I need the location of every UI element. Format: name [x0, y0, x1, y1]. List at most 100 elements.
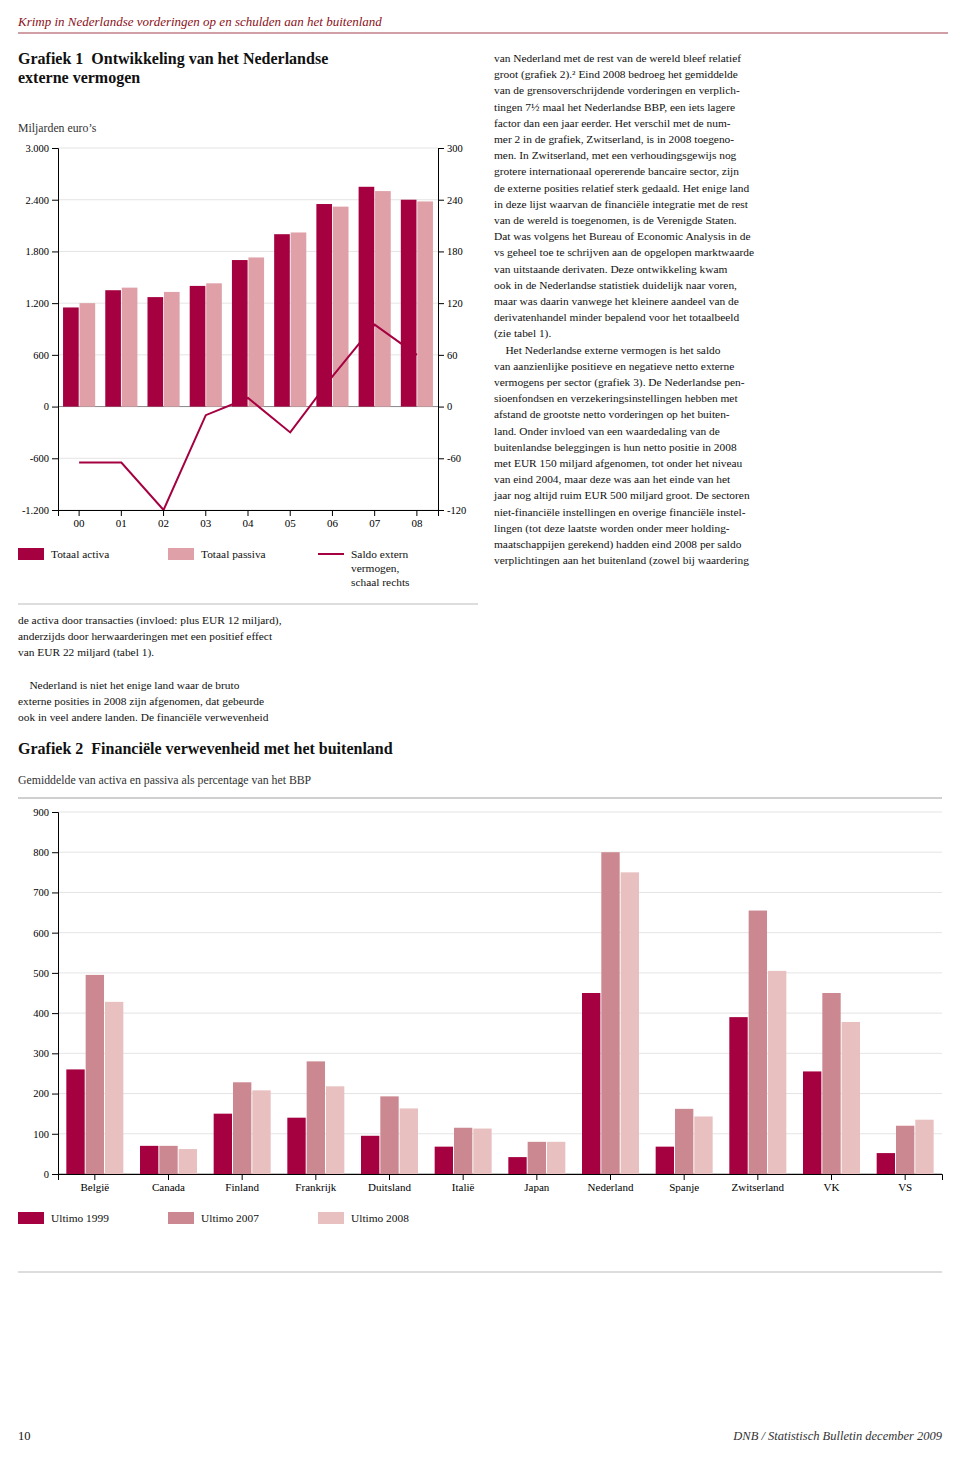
bar: [401, 200, 417, 407]
tick-label: 500: [33, 968, 49, 979]
legend-label: Ultimo 2007: [201, 1212, 259, 1224]
bar: [400, 1108, 418, 1174]
bar: [179, 1149, 197, 1174]
body-line: ook in veel andere landen. De financiële…: [18, 711, 269, 723]
body-line-line: derivatenhandel minder bepalend voor het…: [494, 311, 739, 323]
bar: [361, 1136, 379, 1174]
bar: [147, 297, 163, 406]
tick-mark: [52, 852, 58, 853]
tick: 1.800: [25, 246, 58, 257]
plot-area: [66, 852, 933, 1174]
tick-label: 07: [369, 517, 381, 529]
tick-label: Canada: [152, 1181, 185, 1193]
bar: [287, 1118, 305, 1174]
tick-label: VK: [824, 1181, 840, 1193]
tick-mark: [52, 303, 58, 304]
bar: [842, 1022, 860, 1174]
footer-left-line: 10: [18, 1429, 31, 1443]
tick-label: Italië: [452, 1181, 475, 1193]
bar: [307, 1061, 325, 1174]
grid-line: [58, 148, 438, 149]
tick: 300: [33, 1048, 58, 1059]
tick-mark: [610, 1174, 611, 1180]
body-line: factor dan een jaar eerder. Het verschil…: [494, 117, 731, 129]
body-line: Nederland is niet het enige land waar de…: [18, 679, 240, 691]
tick-label: Nederland: [588, 1181, 634, 1193]
tick: 08: [411, 510, 423, 529]
tick: Finland: [225, 1174, 259, 1193]
bar: [326, 1086, 344, 1174]
tick: Frankrijk: [295, 1174, 336, 1193]
tick-label: België: [80, 1181, 109, 1193]
tick: 07: [369, 510, 381, 529]
tick: 02: [158, 510, 169, 529]
bar-series: [86, 852, 915, 1174]
page-title: Krimp in Nederlandse vorderingen op en s…: [17, 14, 382, 29]
line: [79, 325, 417, 510]
chart-title-line: Grafiek 1 Ontwikkeling van het Nederland…: [18, 50, 328, 68]
body-line: de externe posities relatief sterk gedaa…: [494, 182, 750, 194]
tick-mark: [52, 1174, 58, 1175]
legend-swatch: [168, 1212, 194, 1224]
body-line: men. In Zwitserland, met een verhoudings…: [494, 149, 737, 161]
tick: 600: [33, 928, 58, 939]
grid-line: [58, 972, 942, 973]
body-line-line: externe posities in 2008 zijn afgenomen,…: [18, 695, 264, 707]
chart-subtitle: Gemiddelde van activa en passiva als per…: [18, 773, 312, 787]
legend-label-line: Ultimo 2008: [351, 1212, 409, 1224]
tick: Japan: [524, 1174, 550, 1193]
body-line: maar was daarin vanwege het kleinere aan…: [494, 295, 739, 307]
grid-line: [58, 852, 942, 853]
tick-mark: [831, 1174, 832, 1180]
tick-label: 60: [447, 350, 458, 361]
bar: [547, 1142, 565, 1174]
tick-mark: [438, 148, 444, 149]
bar: [86, 975, 104, 1174]
tick-label: 08: [411, 517, 423, 529]
body-line-line: vermogens per sector (grafiek 3). De Ned…: [494, 376, 745, 389]
body-line: van uitstaande derivaten. Deze ontwikkel…: [494, 263, 728, 275]
tick-mark: [52, 355, 58, 356]
bar: [140, 1146, 158, 1174]
legend: Totaal activaTotaal passivaSaldo externv…: [18, 548, 410, 588]
tick-label: 600: [33, 350, 49, 361]
footer-right: DNB / Statistisch Bulletin december 2009: [732, 1429, 942, 1443]
body-line: maatschappijen gerekend) hadden eind 200…: [494, 538, 742, 551]
axis-line: [52, 149, 59, 511]
footer-left: 10: [18, 1429, 31, 1443]
bar: [473, 1129, 491, 1174]
tick: Spanje: [669, 1174, 699, 1193]
tick-mark: [52, 1094, 58, 1095]
legend-label: Totaal passiva: [201, 548, 266, 560]
body-line-line: grotere internationaal opererende bancai…: [494, 165, 739, 177]
body-line-line: mer 2 in de grafiek, Zwitserland, is in …: [494, 133, 734, 145]
tick: 500: [33, 968, 58, 979]
legend-label-line: vermogen,: [351, 562, 400, 574]
axis-line: [59, 1175, 943, 1181]
bar: [729, 1017, 747, 1174]
tick-label: 0: [44, 401, 49, 412]
tick-mark: [52, 510, 58, 511]
bar: [582, 993, 600, 1174]
bar-series: [105, 872, 934, 1174]
tick: Duitsland: [368, 1174, 411, 1193]
tick-mark: [438, 251, 444, 252]
body-line-line: Nederland is niet het enige land waar de…: [18, 679, 240, 691]
body-line-line: groot (grafiek 2).² Eind 2008 bedroeg he…: [494, 68, 738, 81]
tick-label: 100: [33, 1129, 49, 1140]
tick-label: -60: [447, 453, 461, 464]
bar: [190, 286, 206, 407]
body-line: met EUR 150 miljard afgenomen, tot onder…: [494, 457, 743, 469]
tick-label: 3.000: [25, 143, 49, 154]
tick-label: Duitsland: [368, 1181, 411, 1193]
body-line: verplichtingen aan het buitenland (zowel…: [494, 554, 749, 567]
body-line: ook in de Nederlandse statistiek duideli…: [494, 279, 737, 291]
body-line: van Nederland met de rest van de wereld …: [494, 52, 741, 64]
body-line-line: afstand de grootste netto vorderingen op…: [494, 408, 730, 420]
body-line-line: maar was daarin vanwege het kleinere aan…: [494, 295, 739, 307]
body-line-line: ook in de Nederlandse statistiek duideli…: [494, 279, 737, 291]
tick-mark: [290, 510, 291, 516]
tick-label: 1.800: [25, 246, 49, 257]
tick: Zwitserland: [732, 1174, 785, 1193]
body-line: vs geheel toe te schrijven aan de opgelo…: [494, 246, 754, 258]
